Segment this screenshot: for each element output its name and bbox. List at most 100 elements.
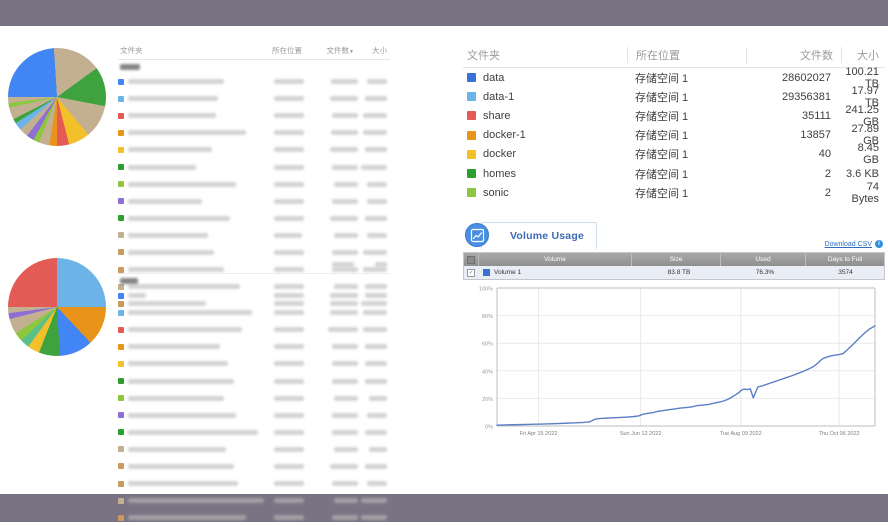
cell-location-blurred <box>274 463 318 469</box>
cell-size-blurred <box>358 327 390 333</box>
grid-header-volume[interactable]: Volume <box>479 253 632 266</box>
table-row[interactable]: homes 存储空间 1 2 3.6 KB <box>463 164 885 183</box>
volume-usage-panel: Volume Usage Download CSV i <box>463 222 885 437</box>
table-row[interactable] <box>118 295 390 312</box>
cell-file-count: 40 <box>818 148 831 161</box>
select-all-checkbox[interactable] <box>467 255 475 264</box>
table-row[interactable]: docker 存储空间 1 40 8.45 GB <box>463 142 885 166</box>
table-row[interactable]: docker-1 存储空间 1 13857 27.89 GB <box>463 123 885 147</box>
header-size[interactable]: 大小 <box>372 46 387 55</box>
col-header-folder[interactable]: 文件夹 <box>467 49 500 62</box>
table-row[interactable] <box>118 124 390 141</box>
col-header-file-count[interactable]: 文件数 <box>746 46 841 63</box>
table-row[interactable] <box>118 90 390 107</box>
cell-location-blurred <box>274 327 318 333</box>
table-row[interactable] <box>118 475 390 492</box>
table-row[interactable] <box>118 304 390 321</box>
cell-size-blurred <box>358 249 390 255</box>
table-row[interactable] <box>118 278 390 295</box>
table-row[interactable] <box>118 492 390 509</box>
row-select-cell[interactable]: ✓ <box>464 266 478 279</box>
table-row[interactable] <box>118 424 390 441</box>
cell-size: 100.21 TB <box>845 65 879 90</box>
cell-folder-blurred <box>128 310 274 316</box>
cell-file-count: 35111 <box>802 109 831 122</box>
y-axis-tick-label: 100% <box>479 287 493 293</box>
color-swatch-icon <box>118 266 124 273</box>
table-row[interactable] <box>118 372 390 389</box>
download-csv-link[interactable]: Download CSV <box>824 240 872 248</box>
cell-size-blurred <box>358 515 390 521</box>
x-axis-tick-label: Fri Apr 15 2022 <box>520 431 558 437</box>
color-swatch-icon <box>118 78 124 85</box>
cell-size-blurred <box>358 481 390 487</box>
cell-location-blurred <box>274 96 318 102</box>
grid-header-days-to-full[interactable]: Days to Full <box>827 256 863 263</box>
select-all-cell[interactable] <box>464 253 479 266</box>
volume-usage-chart: 0% 20% 40% 60% 80% 100% Fri Apr 15 2022 Sun Jun… <box>463 280 883 448</box>
header-folder[interactable]: 文件夹 <box>120 46 143 55</box>
download-csv-group[interactable]: Download CSV i <box>825 240 883 248</box>
table-row[interactable] <box>118 227 390 244</box>
table-row[interactable] <box>118 210 390 227</box>
header-location[interactable]: 所在位置 <box>272 46 302 55</box>
cell-location-blurred <box>274 429 318 435</box>
volume-grid-row[interactable]: ✓ Volume 1 83.8 TB 76.3% 3574 <box>464 266 884 279</box>
cell-location-blurred <box>274 147 318 153</box>
table-row[interactable] <box>118 193 390 210</box>
table-row[interactable] <box>118 338 390 355</box>
cell-folder: sonic <box>463 187 627 199</box>
cell-file-count-blurred <box>318 113 358 119</box>
table-row[interactable]: data-1 存储空间 1 29356381 17.97 TB <box>463 85 885 109</box>
table-row[interactable] <box>118 261 390 278</box>
cell-folder-blurred <box>128 395 274 401</box>
table-row[interactable] <box>118 158 390 175</box>
table-row[interactable]: sonic 存储空间 1 2 74 Bytes <box>463 181 885 205</box>
cell-location-blurred <box>274 446 318 452</box>
table-row[interactable] <box>118 390 390 407</box>
table-row[interactable]: share 存储空间 1 35111 241.25 GB <box>463 104 885 128</box>
cell-location-blurred <box>274 310 318 316</box>
table-row[interactable] <box>118 321 390 338</box>
grid-header-size[interactable]: Size <box>632 253 721 266</box>
cell-file-count-blurred <box>318 232 358 238</box>
cell-file-count-blurred <box>318 515 358 521</box>
table-row[interactable] <box>118 287 390 304</box>
cell-size-blurred <box>358 130 390 136</box>
folder-summary-table[interactable]: 文件夹 所在位置 文件数 大小 data 存储空间 1 28602027 100.21… <box>463 42 885 205</box>
table-row[interactable] <box>118 458 390 475</box>
table-row[interactable] <box>118 441 390 458</box>
blurred-folder-table-bottom[interactable] <box>118 256 390 526</box>
blurred-table-header: 文件夹 所在位置 文件数▼ 大小 <box>118 42 390 60</box>
table-row[interactable] <box>118 141 390 158</box>
table-row[interactable] <box>118 355 390 372</box>
window-top-bar <box>0 0 888 26</box>
table-row[interactable] <box>118 244 390 261</box>
header-file-count[interactable]: 文件数▼ <box>326 46 354 55</box>
table-row[interactable] <box>118 509 390 526</box>
cell-file-count: 2 <box>824 167 831 180</box>
col-header-location[interactable]: 所在位置 <box>627 46 746 63</box>
info-icon[interactable]: i <box>875 240 883 248</box>
volume-grid[interactable]: Volume Size Used Days to Full ✓ Volume 1 8… <box>463 252 885 280</box>
table-row[interactable] <box>118 407 390 424</box>
folder-distribution-pie-bottom <box>8 258 106 356</box>
col-header-size[interactable]: 大小 <box>841 46 885 63</box>
cell-file-count-blurred <box>318 301 358 307</box>
table-row[interactable] <box>118 73 390 90</box>
table-row[interactable]: data 存储空间 1 28602027 100.21 TB <box>463 65 885 90</box>
table-row[interactable] <box>118 176 390 193</box>
table-row[interactable] <box>118 107 390 124</box>
cell-folder-blurred <box>128 412 274 418</box>
tab-volume-usage[interactable]: Volume Usage <box>481 222 597 249</box>
chart-icon <box>465 223 489 247</box>
volume-name: Volume 1 <box>494 269 522 276</box>
grid-header-used[interactable]: Used <box>721 253 806 266</box>
folder-name: share <box>483 109 511 122</box>
color-swatch-icon <box>118 326 124 333</box>
row-checkbox[interactable]: ✓ <box>467 268 475 277</box>
color-swatch-icon <box>118 463 124 470</box>
cell-file-count-blurred <box>318 344 358 350</box>
cell-folder-blurred <box>128 130 274 136</box>
blurred-folder-table-top[interactable]: 文件夹 所在位置 文件数▼ 大小 <box>118 42 390 312</box>
